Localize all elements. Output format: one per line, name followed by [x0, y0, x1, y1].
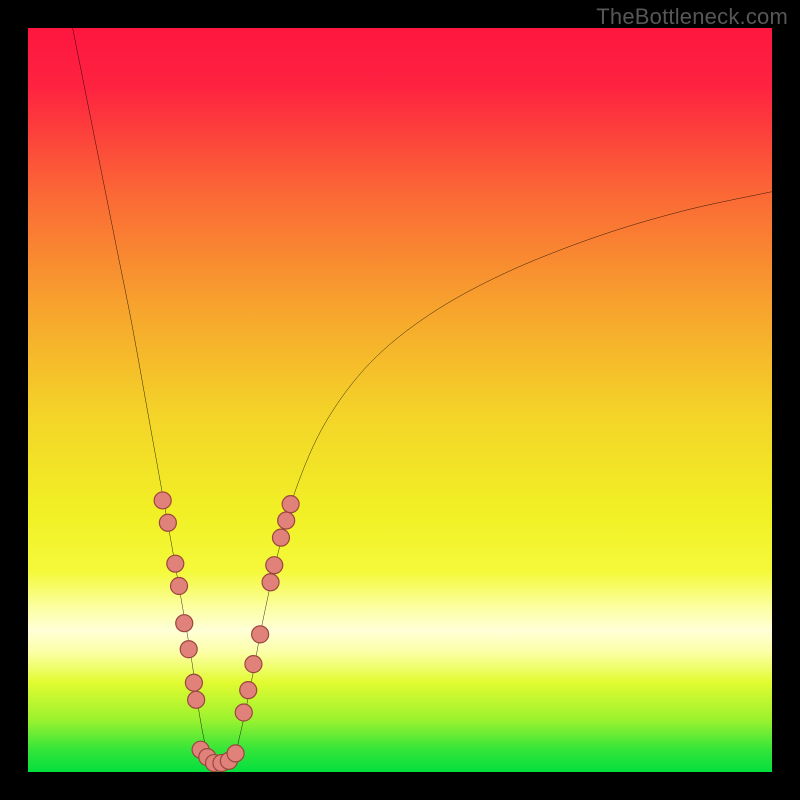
data-point-marker [240, 682, 257, 699]
plot-area [28, 28, 772, 772]
data-point-marker [180, 641, 197, 658]
data-point-marker [262, 574, 279, 591]
data-point-marker [245, 656, 262, 673]
data-point-marker [167, 555, 184, 572]
chart-outer-frame: TheBottleneck.com [0, 0, 800, 800]
data-point-marker [185, 674, 202, 691]
data-point-marker [176, 615, 193, 632]
data-point-marker [154, 492, 171, 509]
watermark-text: TheBottleneck.com [596, 4, 788, 30]
data-point-marker [282, 496, 299, 513]
data-point-marker [235, 704, 252, 721]
data-point-marker [188, 691, 205, 708]
data-point-marker [272, 529, 289, 546]
data-point-marker [171, 578, 188, 595]
marker-group [154, 492, 299, 772]
data-point-marker [159, 514, 176, 531]
data-point-marker [252, 626, 269, 643]
v-curve-right [214, 192, 772, 763]
curve-layer [28, 28, 772, 772]
data-point-marker [227, 745, 244, 762]
data-point-marker [278, 512, 295, 529]
data-point-marker [266, 557, 283, 574]
